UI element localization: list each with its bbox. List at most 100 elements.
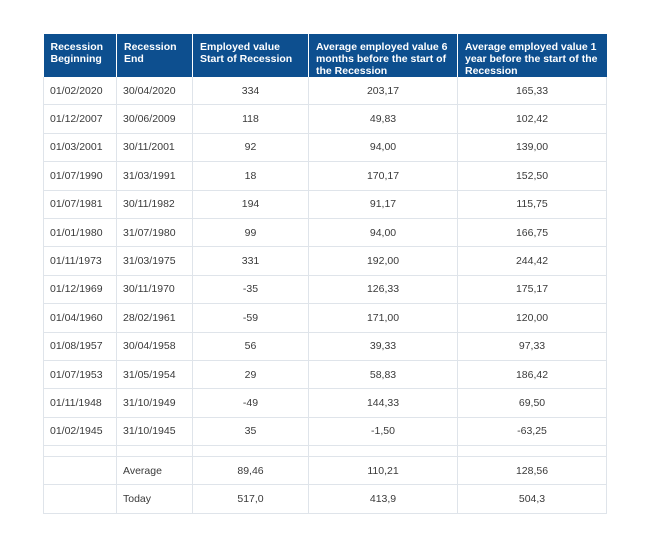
cell-recession-end: 31/07/1980 — [116, 218, 193, 248]
header-employed-start: Employed value Start of Recession — [192, 34, 309, 77]
cell-recession-end: 28/02/1961 — [116, 303, 193, 333]
cell-employed-start: 56 — [192, 332, 309, 361]
cell-avg-1-year: 115,75 — [457, 190, 607, 219]
cell-recession-end: 31/03/1991 — [116, 161, 193, 191]
cell-recession-end: 30/11/1970 — [116, 275, 193, 305]
cell-recession-end: 30/04/1958 — [116, 332, 193, 361]
cell-employed-start: -35 — [192, 275, 309, 305]
cell-avg-1-year: 128,56 — [457, 456, 607, 486]
cell-avg-6-months: 413,9 — [308, 484, 458, 514]
cell-avg-6-months: 94,00 — [308, 133, 458, 163]
cell-employed-start: 89,46 — [192, 456, 309, 486]
table-row: 01/11/1973 31/03/1975 331 192,00 244,42 — [43, 246, 607, 276]
table-row: 01/12/1969 30/11/1970 -35 126,33 175,17 — [43, 275, 607, 305]
cell-recession-end: 31/05/1954 — [116, 360, 193, 390]
average-row: Average 89,46 110,21 128,56 — [43, 456, 607, 486]
recession-table-container: Recession Beginning Recession End Employ… — [43, 34, 607, 514]
table-row: 01/08/1957 30/04/1958 56 39,33 97,33 — [43, 332, 607, 361]
cell-recession-beginning: 01/02/1945 — [43, 417, 117, 447]
table-row: 01/04/1960 28/02/1961 -59 171,00 120,00 — [43, 303, 607, 333]
cell-avg-1-year: 175,17 — [457, 275, 607, 305]
cell-recession-beginning — [43, 456, 117, 486]
cell-employed-start: 99 — [192, 218, 309, 248]
cell-recession-beginning: 01/04/1960 — [43, 303, 117, 333]
table-row: 01/03/2001 30/11/2001 92 94,00 139,00 — [43, 133, 607, 163]
cell-recession-beginning: 01/07/1953 — [43, 360, 117, 390]
cell-recession-beginning: 01/07/1990 — [43, 161, 117, 191]
cell-avg-1-year: -63,25 — [457, 417, 607, 447]
spacer-cell — [43, 445, 117, 458]
cell-recession-beginning: 01/03/2001 — [43, 133, 117, 163]
cell-employed-start: 92 — [192, 133, 309, 163]
cell-recession-end: 30/11/1982 — [116, 190, 193, 219]
cell-avg-1-year: 186,42 — [457, 360, 607, 390]
today-row: Today 517,0 413,9 504,3 — [43, 484, 607, 514]
cell-recession-beginning: 01/08/1957 — [43, 332, 117, 361]
cell-employed-start: 18 — [192, 161, 309, 191]
table-row: 01/01/1980 31/07/1980 99 94,00 166,75 — [43, 218, 607, 248]
cell-avg-1-year: 244,42 — [457, 246, 607, 276]
cell-recession-end: 31/10/1949 — [116, 388, 193, 418]
cell-employed-start: 29 — [192, 360, 309, 390]
cell-avg-6-months: -1,50 — [308, 417, 458, 447]
table-row: 01/11/1948 31/10/1949 -49 144,33 69,50 — [43, 388, 607, 418]
cell-avg-1-year: 102,42 — [457, 104, 607, 134]
cell-recession-beginning: 01/01/1980 — [43, 218, 117, 248]
cell-recession-end: 31/03/1975 — [116, 246, 193, 276]
spacer-row — [43, 445, 607, 458]
cell-avg-6-months: 144,33 — [308, 388, 458, 418]
table-header: Recession Beginning Recession End Employ… — [43, 34, 607, 77]
cell-avg-6-months: 91,17 — [308, 190, 458, 219]
cell-avg-6-months: 203,17 — [308, 77, 458, 106]
cell-recession-end: 31/10/1945 — [116, 417, 193, 447]
header-recession-beginning: Recession Beginning — [43, 34, 117, 77]
cell-employed-start: 517,0 — [192, 484, 309, 514]
cell-avg-6-months: 94,00 — [308, 218, 458, 248]
cell-recession-beginning: 01/07/1981 — [43, 190, 117, 219]
cell-recession-end: 30/11/2001 — [116, 133, 193, 163]
cell-recession-end: Today — [116, 484, 193, 514]
cell-avg-1-year: 139,00 — [457, 133, 607, 163]
header-row: Recession Beginning Recession End Employ… — [43, 34, 607, 77]
spacer-cell — [457, 445, 607, 458]
table-row: 01/07/1953 31/05/1954 29 58,83 186,42 — [43, 360, 607, 390]
cell-avg-6-months: 170,17 — [308, 161, 458, 191]
cell-employed-start: 194 — [192, 190, 309, 219]
spacer-cell — [308, 445, 458, 458]
cell-recession-beginning: 01/11/1973 — [43, 246, 117, 276]
cell-employed-start: -49 — [192, 388, 309, 418]
cell-avg-1-year: 120,00 — [457, 303, 607, 333]
spacer-cell — [116, 445, 193, 458]
table-row: 01/07/1981 30/11/1982 194 91,17 115,75 — [43, 190, 607, 219]
cell-avg-6-months: 171,00 — [308, 303, 458, 333]
cell-employed-start: -59 — [192, 303, 309, 333]
cell-recession-end: Average — [116, 456, 193, 486]
cell-employed-start: 331 — [192, 246, 309, 276]
table-row: 01/02/1945 31/10/1945 35 -1,50 -63,25 — [43, 417, 607, 447]
cell-avg-1-year: 166,75 — [457, 218, 607, 248]
cell-avg-6-months: 58,83 — [308, 360, 458, 390]
cell-avg-6-months: 110,21 — [308, 456, 458, 486]
cell-recession-beginning: 01/12/2007 — [43, 104, 117, 134]
cell-employed-start: 118 — [192, 104, 309, 134]
table-row: 01/07/1990 31/03/1991 18 170,17 152,50 — [43, 161, 607, 191]
cell-avg-1-year: 165,33 — [457, 77, 607, 106]
cell-avg-1-year: 152,50 — [457, 161, 607, 191]
cell-employed-start: 35 — [192, 417, 309, 447]
cell-recession-end: 30/06/2009 — [116, 104, 193, 134]
cell-recession-beginning: 01/11/1948 — [43, 388, 117, 418]
cell-avg-1-year: 69,50 — [457, 388, 607, 418]
header-recession-end: Recession End — [116, 34, 193, 77]
cell-avg-6-months: 39,33 — [308, 332, 458, 361]
cell-avg-1-year: 504,3 — [457, 484, 607, 514]
table-body: 01/02/2020 30/04/2020 334 203,17 165,33 01/12… — [43, 77, 607, 514]
header-avg-1-year: Average employed value 1 year before the… — [457, 34, 607, 77]
cell-employed-start: 334 — [192, 77, 309, 106]
cell-avg-6-months: 192,00 — [308, 246, 458, 276]
recession-employment-table: Recession Beginning Recession End Employ… — [43, 34, 607, 514]
cell-avg-1-year: 97,33 — [457, 332, 607, 361]
header-avg-6-months: Average employed value 6 months before t… — [308, 34, 458, 77]
cell-avg-6-months: 126,33 — [308, 275, 458, 305]
cell-recession-end: 30/04/2020 — [116, 77, 193, 106]
table-row: 01/02/2020 30/04/2020 334 203,17 165,33 — [43, 77, 607, 106]
